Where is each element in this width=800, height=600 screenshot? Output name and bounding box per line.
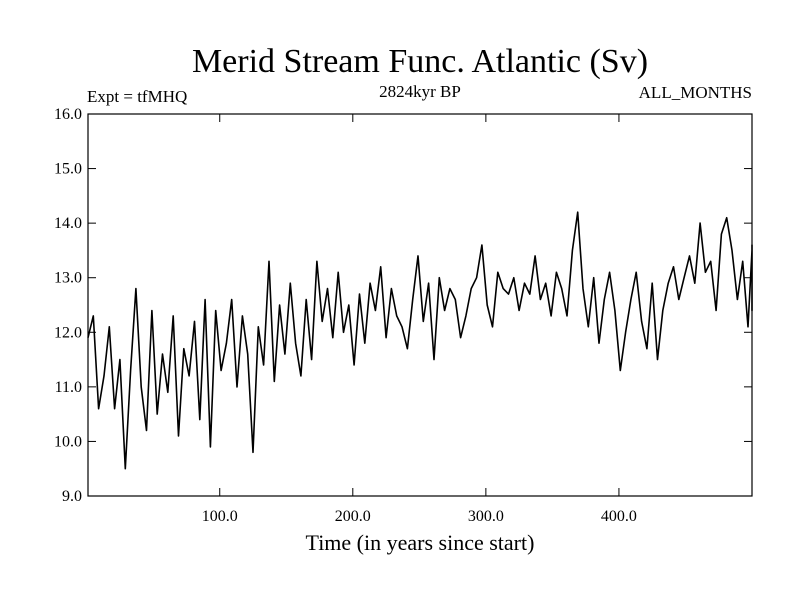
x-axis-label: Time (in years since start) (306, 530, 535, 555)
series-line (87, 211, 753, 470)
x-tick-label: 300.0 (468, 508, 504, 525)
x-tick-label: 100.0 (202, 508, 238, 525)
x-tick-label: 400.0 (601, 508, 637, 525)
chart-title: Merid Stream Func. Atlantic (Sv) (192, 43, 648, 80)
time-period-label: 2824kyr BP (379, 82, 461, 101)
months-label: ALL_MONTHS (639, 83, 752, 102)
experiment-label: Expt = tfMHQ (87, 87, 187, 106)
y-tick-label: 15.0 (54, 161, 82, 178)
x-axis: 100.0 200.0 300.0 400.0 (202, 114, 637, 525)
y-tick-label: 13.0 (54, 270, 82, 287)
y-tick-label: 12.0 (54, 324, 82, 341)
x-tick-label: 200.0 (335, 508, 371, 525)
y-tick-label: 11.0 (55, 379, 82, 396)
y-tick-label: 16.0 (54, 106, 82, 123)
y-tick-label: 10.0 (54, 433, 82, 450)
y-axis: 9.0 10.0 11.0 12.0 13.0 14.0 15.0 16.0 (54, 106, 752, 505)
series-layer (87, 211, 753, 470)
y-tick-label: 9.0 (62, 488, 82, 505)
plot-frame (87, 113, 753, 497)
y-tick-label: 14.0 (54, 215, 82, 232)
